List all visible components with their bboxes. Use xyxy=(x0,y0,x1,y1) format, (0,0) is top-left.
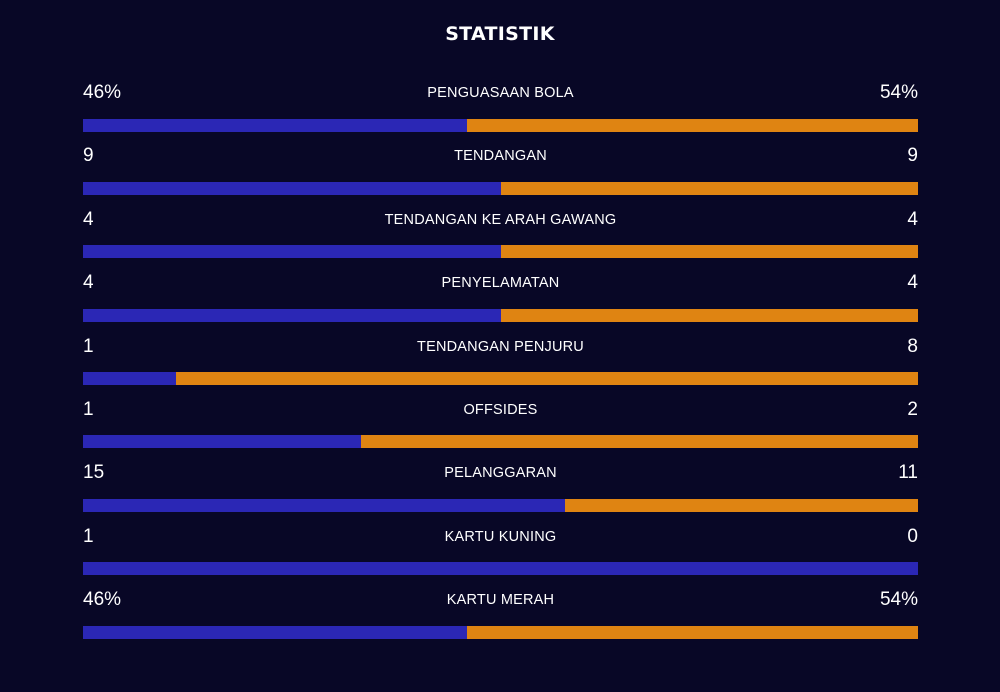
away-bar-fill xyxy=(500,245,918,259)
away-value: 9 xyxy=(907,145,918,167)
stat-row-tendangan-ke-arah-gawang: 4 TENDANGAN KE ARAH GAWANG 4 xyxy=(83,207,918,270)
stat-row-tendangan-penjuru: 1 TENDANGAN PENJURU 8 xyxy=(83,334,918,397)
stat-label: KARTU MERAH xyxy=(446,592,555,609)
stat-bar xyxy=(83,181,918,195)
home-bar-fill xyxy=(83,181,501,195)
stat-row-penyelamatan: 4 PENYELAMATAN 4 xyxy=(83,270,918,333)
away-value: 2 xyxy=(907,398,918,420)
home-bar-fill xyxy=(83,308,501,322)
away-value: 0 xyxy=(907,525,918,547)
home-bar-fill xyxy=(83,498,565,512)
home-value: 4 xyxy=(83,272,94,294)
away-value: 8 xyxy=(907,335,918,357)
stat-row-kartu-merah: 46% KARTU MERAH 54% xyxy=(83,587,918,650)
away-bar-fill xyxy=(361,435,918,449)
stats-list: 46% PENGUASAAN BOLA 54% 9 TENDANGAN 9 4 … xyxy=(83,80,918,651)
stat-label: KARTU KUNING xyxy=(444,528,557,545)
stat-row-offsides: 1 OFFSIDES 2 xyxy=(83,397,918,460)
page-title: STATISTIK xyxy=(445,23,555,45)
stat-label: OFFSIDES xyxy=(463,401,538,418)
stat-label: TENDANGAN KE ARAH GAWANG xyxy=(384,211,617,228)
stat-bar xyxy=(83,245,918,259)
stat-label: TENDANGAN PENJURU xyxy=(417,338,584,355)
stat-bar xyxy=(83,308,918,322)
stat-bar xyxy=(83,118,918,132)
home-value: 15 xyxy=(83,462,105,484)
stat-row-pelanggaran: 15 PELANGGARAN 11 xyxy=(83,460,918,523)
stat-bar xyxy=(83,435,918,449)
home-bar-fill xyxy=(83,118,468,132)
home-value: 9 xyxy=(83,145,94,167)
away-bar-fill xyxy=(500,181,918,195)
home-bar-fill xyxy=(83,562,918,576)
stat-row-penguasaan-bola: 46% PENGUASAAN BOLA 54% xyxy=(83,80,918,143)
stat-bar xyxy=(83,372,918,386)
away-bar-fill xyxy=(500,308,918,322)
home-value: 1 xyxy=(83,335,94,357)
home-value: 1 xyxy=(83,398,94,420)
stat-label: PENGUASAAN BOLA xyxy=(427,85,574,101)
stat-label: PENYELAMATAN xyxy=(441,275,560,292)
away-value: 11 xyxy=(898,462,918,484)
stat-row-tendangan: 9 TENDANGAN 9 xyxy=(83,143,918,206)
stat-label: PELANGGARAN xyxy=(444,465,557,482)
away-value: 4 xyxy=(907,208,918,230)
home-bar-fill xyxy=(83,625,468,639)
home-value: 4 xyxy=(83,208,94,230)
home-bar-fill xyxy=(83,372,176,386)
home-value: 46% xyxy=(83,589,122,611)
stat-bar xyxy=(83,562,918,576)
away-bar-fill xyxy=(467,625,918,639)
home-value: 46% xyxy=(83,82,122,103)
stat-bar xyxy=(83,498,918,512)
away-value: 54% xyxy=(879,589,918,611)
home-value: 1 xyxy=(83,525,94,547)
stat-row-kartu-kuning: 1 KARTU KUNING 0 xyxy=(83,524,918,587)
stat-label: TENDANGAN xyxy=(454,148,547,165)
away-bar-fill xyxy=(175,372,918,386)
away-bar-fill xyxy=(564,498,918,512)
away-bar-fill xyxy=(467,118,918,132)
away-value: 4 xyxy=(907,272,918,294)
home-bar-fill xyxy=(83,435,362,449)
stat-bar xyxy=(83,625,918,639)
home-bar-fill xyxy=(83,245,501,259)
away-value: 54% xyxy=(879,82,918,103)
